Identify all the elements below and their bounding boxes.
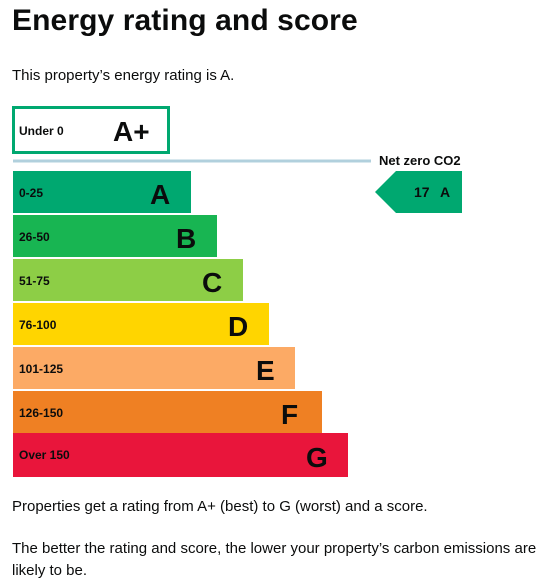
band-g: [13, 433, 348, 477]
band-a-letter: A: [150, 179, 170, 210]
band-a-plus: [12, 106, 170, 154]
page-title: Energy rating and score: [12, 4, 358, 37]
current-rating-letter: A: [440, 184, 450, 200]
band-g-letter: G: [306, 442, 328, 473]
band-f: [13, 391, 322, 433]
rating-scale-explanation: Properties get a rating from A+ (best) t…: [12, 498, 428, 515]
band-c: [13, 259, 243, 301]
band-b: [13, 215, 217, 257]
band-d-letter: D: [228, 311, 248, 342]
band-c-range: 51-75: [19, 274, 50, 288]
current-rating-score: 17: [414, 184, 430, 200]
band-d-range: 76-100: [19, 318, 57, 332]
band-b-letter: B: [176, 223, 196, 254]
band-c-letter: C: [202, 267, 222, 298]
band-e-letter: E: [256, 355, 275, 386]
net-zero-label: Net zero CO2: [379, 153, 461, 168]
band-g-range: Over 150: [19, 448, 70, 462]
band-a: [13, 171, 191, 213]
band-e: [13, 347, 295, 389]
current-rating-arrow: [375, 171, 462, 213]
band-f-range: 126-150: [19, 406, 63, 420]
band-a-plus-letter: A+: [113, 116, 150, 147]
band-a-range: 0-25: [19, 186, 43, 200]
band-f-letter: F: [281, 399, 298, 430]
band-a-plus-range: Under 0: [19, 124, 64, 138]
band-b-range: 26-50: [19, 230, 50, 244]
energy-rating-chart: Under 0 A+ Net zero CO2 0-25 A 26-50 B 5…: [12, 106, 462, 477]
band-e-range: 101-125: [19, 362, 63, 376]
rating-summary: This property’s energy rating is A.: [12, 67, 235, 84]
carbon-emissions-note: The better the rating and score, the low…: [12, 540, 537, 579]
band-d: [13, 303, 269, 345]
